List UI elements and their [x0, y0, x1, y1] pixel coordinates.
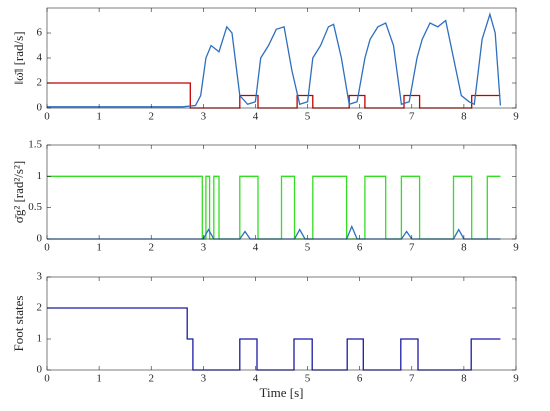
x-tick-label: 0 [44, 111, 50, 123]
y-tick-label: 4 [37, 52, 43, 64]
y-tick-label: 6 [37, 27, 43, 39]
x-tick-label: 6 [357, 242, 363, 254]
x-tick-label: 3 [201, 373, 207, 385]
x-tick-label: 4 [253, 373, 259, 385]
x-tick-label: 7 [409, 111, 415, 123]
x-tick-label: 6 [357, 111, 363, 123]
x-tick-label: 8 [461, 111, 467, 123]
x-tick-label: 3 [201, 111, 207, 123]
y-tick-label: 2 [37, 302, 43, 314]
y-axis-label: ‖ω̄‖ [rad/s] [11, 31, 26, 84]
x-tick-label: 7 [409, 242, 415, 254]
axes-box [46, 276, 517, 371]
y-tick-label: 0 [37, 233, 43, 245]
x-tick-label: 6 [357, 373, 363, 385]
x-tick-label: 9 [513, 242, 519, 254]
x-axis-label: Time [s] [260, 385, 304, 400]
data-line [47, 307, 501, 371]
x-tick-label: 8 [461, 373, 467, 385]
x-tick-label: 4 [253, 242, 259, 254]
plot-area [47, 8, 516, 108]
x-tick-label: 1 [96, 111, 102, 123]
y-axis-label: σ̄g² [rad²/s²] [11, 161, 26, 223]
x-tick-label: 2 [148, 111, 154, 123]
x-tick-label: 7 [409, 373, 415, 385]
x-tick-label: 1 [96, 373, 102, 385]
y-tick-label: 1 [37, 333, 43, 345]
y-tick-label: 1.5 [28, 139, 42, 151]
y-tick-label: 0 [37, 364, 43, 376]
x-tick-label: 1 [96, 242, 102, 254]
y-tick-label: 0.5 [28, 201, 42, 213]
x-tick-label: 9 [513, 111, 519, 123]
x-tick-label: 3 [201, 242, 207, 254]
x-tick-label: 5 [305, 242, 311, 254]
y-tick-label: 2 [37, 77, 43, 89]
data-line [47, 12, 502, 108]
plot-area [47, 277, 516, 370]
x-tick-label: 5 [305, 111, 311, 123]
y-tick-label: 3 [37, 271, 43, 283]
axes-box [46, 144, 517, 240]
y-tick-label: 0 [37, 102, 43, 114]
x-tick-label: 0 [44, 242, 50, 254]
x-tick-label: 2 [148, 373, 154, 385]
x-tick-label: 8 [461, 242, 467, 254]
y-tick-label: 1 [37, 170, 43, 182]
x-tick-label: 5 [305, 373, 311, 385]
x-tick-label: 9 [513, 373, 519, 385]
x-tick-label: 4 [253, 111, 259, 123]
y-axis-label: Foot states [11, 296, 26, 352]
x-tick-label: 2 [148, 242, 154, 254]
x-tick-label: 0 [44, 373, 50, 385]
